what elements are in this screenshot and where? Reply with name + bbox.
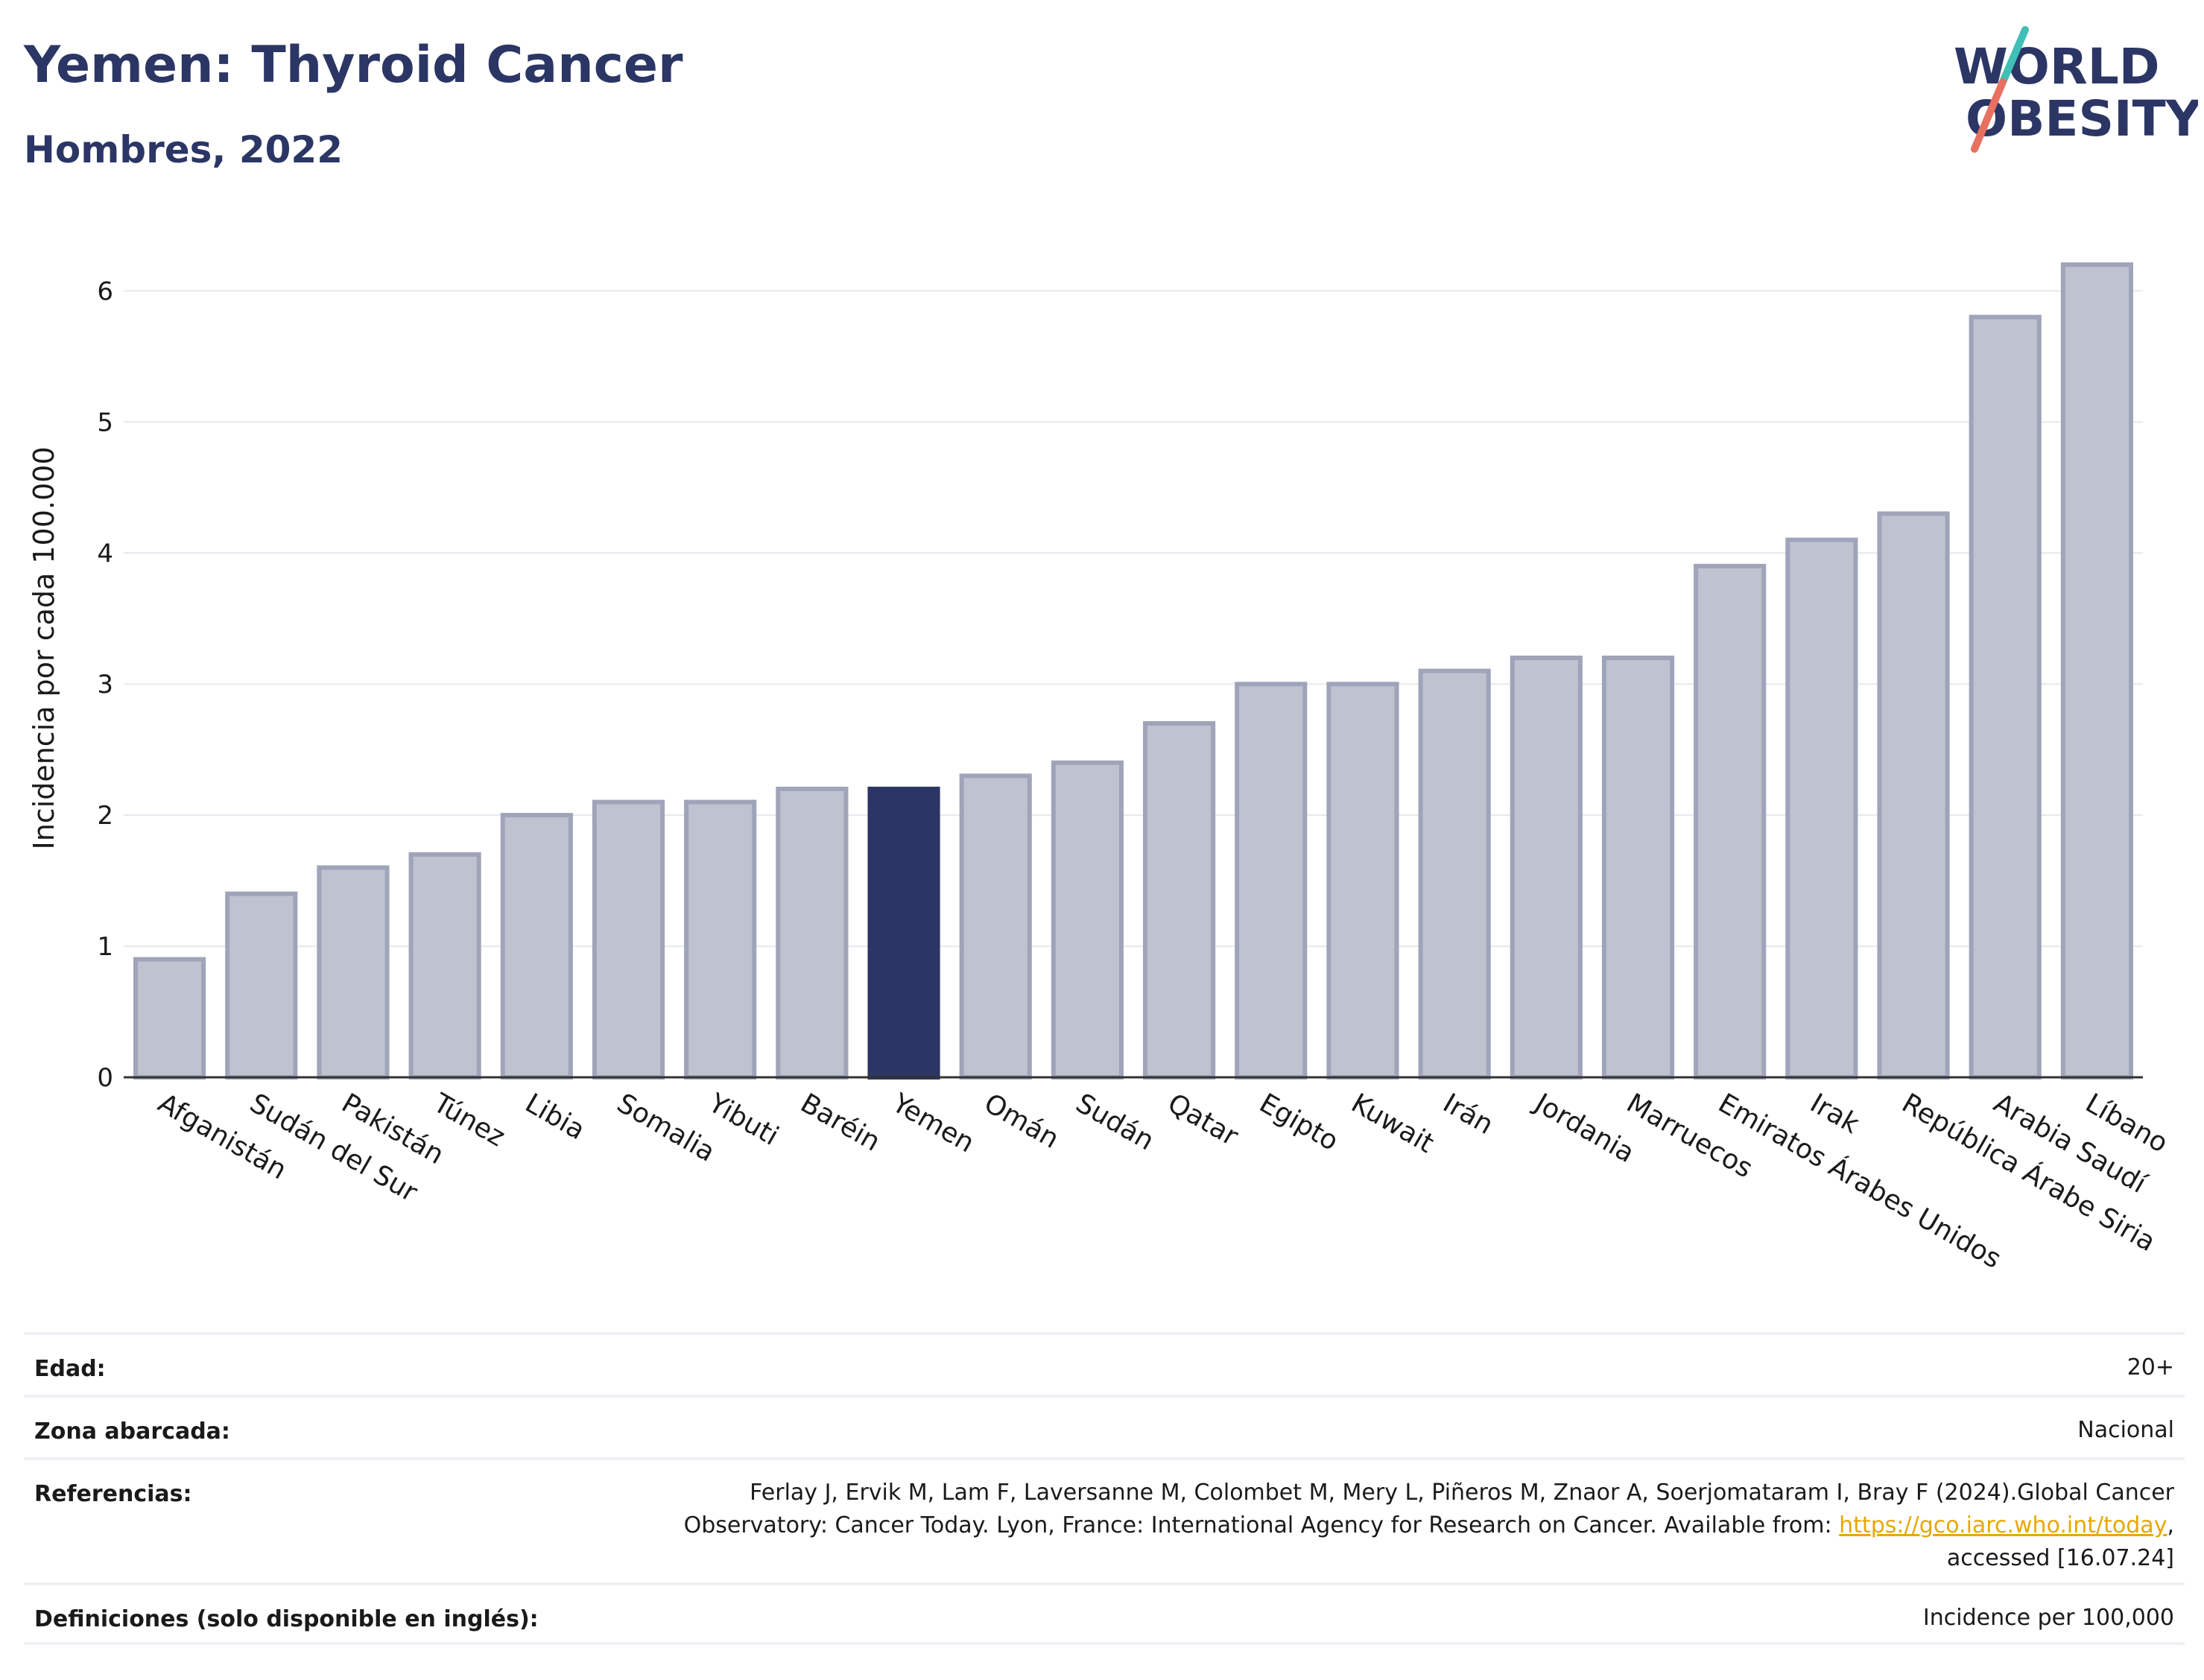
meta-value-area: Nacional <box>2077 1417 2174 1443</box>
bar-highlight <box>867 786 940 1080</box>
y-tick-label: 6 <box>97 276 113 306</box>
x-tick-label: Omán <box>979 1088 1064 1155</box>
bar <box>1877 511 1950 1080</box>
y-tick-label: 4 <box>97 539 113 568</box>
y-axis-ticks: 0 1 2 3 4 5 6 <box>97 276 113 1093</box>
logo-line-2: OBESITY <box>1966 90 2198 148</box>
meta-value-definitions: Incidence per 100,000 <box>1922 1605 2174 1631</box>
meta-label-definitions: Definiciones (solo disponible en inglés)… <box>34 1606 539 1632</box>
bar <box>2060 262 2133 1080</box>
x-tick-label: Baréin <box>795 1088 885 1157</box>
x-tick-label: Yemen <box>887 1088 980 1159</box>
bar <box>1601 656 1675 1080</box>
x-tick-label: Sudán <box>1071 1088 1159 1156</box>
x-tick-label: Libia <box>520 1088 590 1146</box>
bar <box>408 852 481 1080</box>
y-tick-label: 5 <box>97 408 113 437</box>
y-tick-label: 3 <box>97 670 113 700</box>
bar <box>776 786 849 1080</box>
chart-subtitle: Hombres, 2022 <box>24 128 343 171</box>
x-tick-label: Irán <box>1438 1088 1498 1141</box>
x-tick-label: Jordania <box>1528 1087 1639 1169</box>
y-tick-label: 2 <box>97 801 113 831</box>
logo-slash-teal <box>1999 26 2029 86</box>
bar <box>1143 720 1216 1080</box>
meta-value-references: Ferlay J, Ervik M, Lam F, Laversanne M, … <box>639 1477 2174 1582</box>
meta-row-definitions: Definiciones (solo disponible en inglés)… <box>24 1582 2185 1645</box>
x-tick-label: Qatar <box>1162 1088 1243 1152</box>
bar <box>1418 668 1491 1080</box>
logo-line-1: WORLD <box>1954 38 2160 95</box>
bar <box>1694 563 1767 1080</box>
logo-slash-red <box>1971 78 2007 153</box>
reference-text: Ferlay J, Ervik M, Lam F, Laversanne M, … <box>683 1480 2174 1538</box>
bar <box>592 799 665 1080</box>
bar <box>959 773 1032 1080</box>
bar <box>1326 682 1399 1080</box>
bar <box>500 813 573 1080</box>
x-tick-label: Egipto <box>1254 1088 1343 1157</box>
metadata-table: Edad: 20+ Zona abarcada: Nacional Refere… <box>24 1332 2185 1645</box>
x-tick-label: Somalia <box>612 1088 720 1168</box>
bar <box>225 891 298 1080</box>
meta-label-area: Zona abarcada: <box>34 1419 230 1445</box>
reference-accessed: , accessed [16.07.24] <box>1946 1512 2174 1571</box>
chart-title: Yemen: Thyroid Cancer <box>24 36 683 95</box>
bar <box>1235 682 1308 1080</box>
bars <box>133 262 2133 1080</box>
x-tick-label: Irak <box>1805 1088 1864 1140</box>
bar <box>1785 537 1858 1080</box>
bar <box>684 799 757 1080</box>
meta-row-area: Zona abarcada: Nacional <box>24 1395 2185 1457</box>
world-obesity-logo: WORLD OBESITY <box>1954 26 2198 153</box>
x-tick-label: Kuwait <box>1346 1088 1439 1159</box>
bar <box>1510 656 1583 1080</box>
meta-label-references: Referencias: <box>34 1481 192 1507</box>
meta-row-references: Referencias: Ferlay J, Ervik M, Lam F, L… <box>24 1457 2185 1582</box>
y-axis-label: Incidencia por cada 100.000 <box>28 446 60 849</box>
y-tick-label: 0 <box>97 1063 113 1093</box>
bar <box>1051 760 1124 1080</box>
meta-row-age: Edad: 20+ <box>24 1332 2185 1395</box>
meta-label-age: Edad: <box>34 1356 106 1382</box>
meta-value-age: 20+ <box>2127 1354 2174 1381</box>
y-tick-label: 1 <box>97 932 113 962</box>
bar <box>1969 314 2042 1080</box>
reference-link[interactable]: https://gco.iarc.who.int/today <box>1839 1512 2167 1538</box>
bar <box>317 865 390 1080</box>
bar <box>133 957 206 1080</box>
